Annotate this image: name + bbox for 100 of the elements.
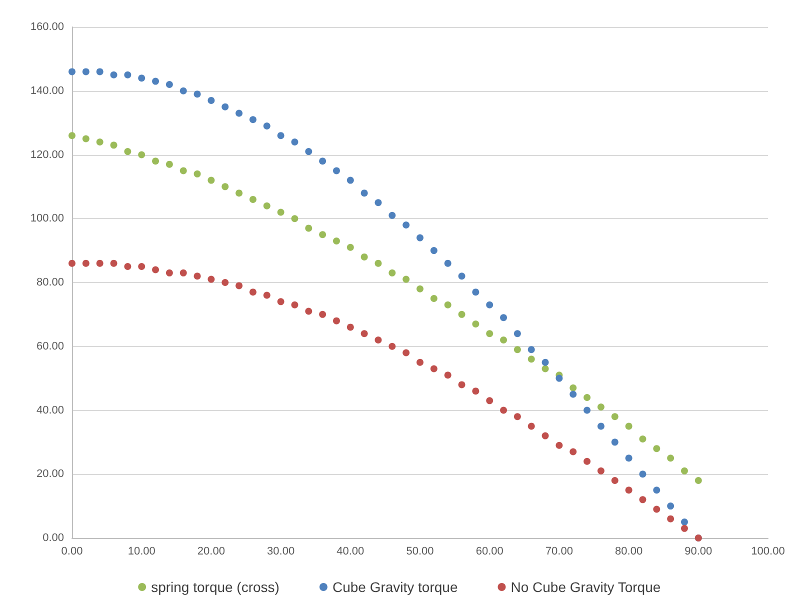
- point: [556, 442, 563, 449]
- point: [305, 148, 312, 156]
- point: [249, 116, 256, 124]
- point: [680, 467, 688, 474]
- point: [584, 458, 591, 465]
- point: [402, 222, 410, 229]
- point: [374, 199, 382, 206]
- point: [110, 142, 118, 149]
- point: [82, 260, 90, 267]
- point: [374, 336, 382, 344]
- legend-label: Cube Gravity torque: [332, 579, 458, 595]
- point: [110, 260, 118, 267]
- point: [124, 71, 132, 78]
- point: [653, 445, 660, 452]
- point: [138, 263, 146, 270]
- point: [152, 78, 160, 85]
- point: [625, 486, 632, 494]
- point: [430, 365, 438, 372]
- point: [208, 176, 215, 184]
- point: [194, 170, 201, 178]
- point: [236, 110, 243, 117]
- point: [597, 404, 604, 411]
- point: [291, 138, 298, 146]
- point: [388, 269, 396, 276]
- point: [611, 477, 618, 484]
- point: [305, 308, 312, 315]
- y-tick-label: 140.00: [30, 84, 64, 97]
- point: [263, 122, 270, 130]
- point: [291, 215, 298, 222]
- legend-label: spring torque (cross): [151, 579, 280, 595]
- point: [360, 190, 368, 197]
- point: [249, 196, 256, 203]
- point: [82, 135, 90, 142]
- point: [166, 80, 173, 88]
- point: [194, 90, 201, 98]
- point: [500, 314, 508, 322]
- point: [597, 467, 604, 474]
- point: [458, 310, 466, 318]
- point: [667, 515, 674, 522]
- x-tick-label: 50.00: [406, 546, 434, 558]
- point: [332, 317, 340, 324]
- point: [416, 234, 424, 242]
- point: [263, 292, 270, 299]
- point: [166, 160, 173, 168]
- point: [68, 68, 76, 76]
- point: [96, 138, 104, 146]
- x-tick-label: 30.00: [267, 546, 295, 558]
- point: [319, 158, 326, 165]
- point: [346, 324, 354, 331]
- x-tick-label: 10.00: [128, 546, 156, 558]
- point: [96, 260, 104, 267]
- point: [570, 390, 577, 398]
- point: [444, 372, 452, 379]
- point: [236, 282, 243, 290]
- point: [180, 167, 187, 174]
- point: [152, 266, 160, 274]
- point: [653, 506, 660, 513]
- point: [528, 346, 535, 354]
- point: [570, 384, 577, 392]
- point: [222, 183, 229, 190]
- point: [166, 269, 173, 276]
- point: [486, 397, 494, 404]
- point: [208, 96, 215, 104]
- point: [236, 190, 243, 197]
- point: [514, 413, 521, 420]
- point: [430, 294, 438, 302]
- point: [96, 68, 104, 76]
- point: [68, 260, 76, 267]
- point: [639, 435, 646, 442]
- point: [680, 518, 688, 526]
- point: [472, 320, 480, 328]
- point: [124, 263, 132, 270]
- point: [500, 336, 508, 344]
- point: [346, 176, 354, 184]
- point: [374, 260, 382, 267]
- point: [82, 68, 90, 76]
- x-tick-label: 20.00: [197, 546, 225, 558]
- point: [625, 422, 632, 430]
- point: [277, 298, 284, 306]
- point: [416, 285, 424, 292]
- point: [639, 496, 646, 504]
- point: [584, 394, 591, 401]
- y-tick-label: 80.00: [36, 276, 64, 288]
- point: [194, 272, 201, 280]
- point: [639, 470, 646, 478]
- point: [458, 272, 466, 280]
- point: [152, 158, 160, 165]
- point: [110, 71, 118, 78]
- legend-label: No Cube Gravity Torque: [510, 579, 661, 595]
- point: [277, 132, 284, 140]
- point: [653, 486, 660, 494]
- point: [611, 438, 618, 446]
- y-tick-label: 20.00: [36, 468, 64, 480]
- point: [249, 288, 256, 296]
- point: [444, 301, 452, 308]
- point: [138, 151, 146, 158]
- point: [180, 269, 187, 276]
- point: [528, 422, 535, 430]
- point: [542, 365, 549, 372]
- point: [472, 288, 480, 296]
